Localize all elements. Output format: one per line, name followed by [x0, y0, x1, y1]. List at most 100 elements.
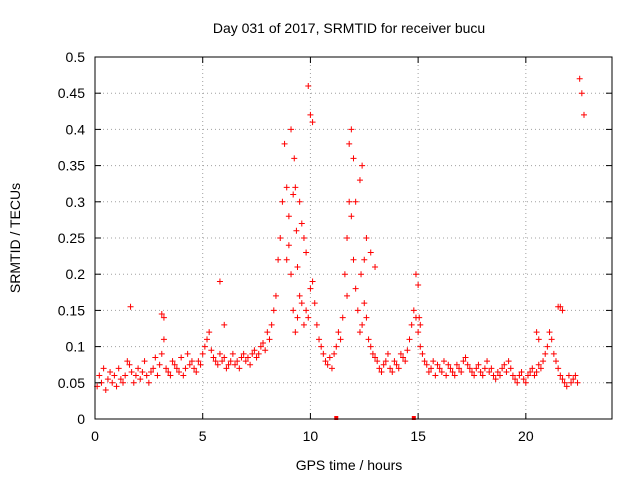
- data-point: [416, 314, 423, 321]
- data-point: [430, 358, 437, 365]
- data-point: [512, 376, 519, 383]
- data-point: [115, 365, 122, 372]
- data-point: [247, 361, 254, 368]
- data-point: [305, 314, 312, 321]
- data-point: [180, 372, 187, 379]
- data-point: [395, 365, 402, 372]
- data-point: [555, 365, 562, 372]
- y-axis-label: SRMTID / TECUs: [7, 183, 23, 293]
- data-point: [141, 358, 148, 365]
- data-point: [544, 343, 551, 350]
- y-tick-label: 0.15: [58, 302, 85, 318]
- data-point: [167, 372, 174, 379]
- data-point: [408, 321, 415, 328]
- data-point: [298, 220, 305, 227]
- data-point: [309, 278, 316, 285]
- data-point: [359, 321, 366, 328]
- data-point: [514, 379, 521, 386]
- data-point: [436, 365, 443, 372]
- x-tick-label: 15: [410, 428, 426, 444]
- data-point: [292, 329, 299, 336]
- x-tick-label: 10: [303, 428, 319, 444]
- chart-title: Day 031 of 2017, SRMTID for receiver buc…: [213, 20, 485, 36]
- data-point: [548, 336, 555, 343]
- data-point: [333, 343, 340, 350]
- data-point: [451, 372, 458, 379]
- data-point: [359, 162, 366, 169]
- data-point: [236, 365, 243, 372]
- data-point: [262, 347, 269, 354]
- data-point: [210, 354, 217, 361]
- data-point: [272, 292, 279, 299]
- data-point: [188, 358, 195, 365]
- y-tick-label: 0.45: [58, 85, 85, 101]
- data-point: [533, 329, 540, 336]
- y-tick-label: 0.05: [58, 375, 85, 391]
- data-point: [107, 368, 114, 375]
- data-point: [350, 155, 357, 162]
- data-point: [150, 365, 157, 372]
- data-point: [557, 303, 564, 310]
- data-point: [117, 376, 124, 383]
- data-point: [466, 365, 473, 372]
- data-point: [182, 365, 189, 372]
- data-point: [318, 343, 325, 350]
- data-point: [232, 361, 239, 368]
- data-point: [479, 372, 486, 379]
- data-point: [216, 350, 223, 357]
- data-point: [423, 361, 430, 368]
- data-point: [494, 368, 501, 375]
- data-point: [298, 300, 305, 307]
- data-point: [488, 365, 495, 372]
- data-point: [580, 111, 587, 118]
- data-point: [219, 358, 226, 365]
- data-point: [529, 365, 536, 372]
- data-point: [132, 372, 139, 379]
- data-point: [509, 372, 516, 379]
- data-point: [193, 368, 200, 375]
- data-point: [201, 343, 208, 350]
- data-point: [397, 350, 404, 357]
- axis-point-mark: [411, 416, 416, 420]
- data-point: [363, 314, 370, 321]
- data-point: [425, 368, 432, 375]
- data-point: [257, 343, 264, 350]
- axis-ticks: [94, 56, 612, 420]
- data-point: [468, 368, 475, 375]
- data-point: [294, 263, 301, 270]
- data-point: [477, 368, 484, 375]
- data-point: [111, 372, 118, 379]
- data-point: [238, 354, 245, 361]
- data-point: [341, 271, 348, 278]
- data-point: [127, 303, 134, 310]
- data-point: [251, 347, 258, 354]
- data-point: [406, 336, 413, 343]
- data-point: [443, 372, 450, 379]
- axis-point-mark: [334, 416, 339, 420]
- data-point: [344, 292, 351, 299]
- data-point: [348, 213, 355, 220]
- data-point: [160, 314, 167, 321]
- data-point: [384, 350, 391, 357]
- data-point: [365, 336, 372, 343]
- data-point: [344, 235, 351, 241]
- y-tick-label: 0.25: [58, 230, 85, 246]
- data-point: [331, 350, 338, 357]
- data-point: [229, 350, 236, 357]
- data-point: [96, 372, 103, 379]
- data-point: [533, 368, 540, 375]
- data-point: [460, 358, 467, 365]
- data-point: [173, 365, 180, 372]
- data-point: [154, 372, 161, 379]
- data-point: [438, 368, 445, 375]
- data-point: [516, 372, 523, 379]
- data-point: [303, 307, 310, 314]
- data-point: [328, 365, 335, 372]
- data-point: [281, 140, 288, 147]
- data-point: [158, 311, 165, 318]
- data-point: [206, 329, 213, 336]
- data-point: [415, 282, 422, 289]
- data-point: [234, 358, 241, 365]
- data-point: [520, 376, 527, 383]
